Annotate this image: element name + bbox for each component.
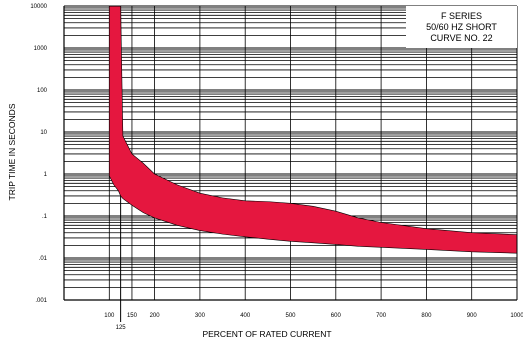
x-tick-label: 100 — [104, 313, 115, 319]
axis-layer: 10000 1000 100 10 1 .1 .01 .001 100 150 200 300 400 5… — [30, 4, 523, 331]
x-tick-label: 300 — [195, 313, 206, 319]
y-axis-label: TRIP TIME IN SECONDS — [7, 103, 17, 200]
x-tick-label: 400 — [240, 313, 251, 319]
x-tick-label: 600 — [331, 313, 342, 319]
y-tick-label: 1 — [44, 172, 48, 178]
y-tick-label: 1000 — [34, 46, 48, 52]
y-tick-label: .1 — [42, 214, 48, 220]
title-line-2: 50/60 HZ SHORT — [426, 22, 497, 32]
y-tick-label: 100 — [37, 88, 48, 94]
y-tick-label: .01 — [39, 256, 48, 262]
x-tick-label: 150 — [127, 313, 138, 319]
title-line-3: CURVE NO. 22 — [430, 33, 492, 43]
y-tick-label: .001 — [35, 298, 47, 304]
x-tick-label-125: 125 — [116, 325, 127, 331]
x-tick-label: 900 — [467, 313, 478, 319]
x-tick-label: 1000 — [510, 313, 523, 319]
x-axis-label: PERCENT OF RATED CURRENT — [202, 329, 331, 339]
legend-box: F SERIES 50/60 HZ SHORT CURVE NO. 22 — [406, 6, 517, 48]
y-tick-label: 10 — [40, 130, 47, 136]
x-tick-label: 500 — [285, 313, 296, 319]
x-tick-label: 700 — [376, 313, 387, 319]
x-tick-label: 800 — [421, 313, 432, 319]
legend-background — [406, 6, 517, 48]
title-line-1: F SERIES — [441, 11, 482, 21]
x-tick-label: 200 — [150, 313, 161, 319]
y-tick-label: 10000 — [30, 4, 47, 10]
